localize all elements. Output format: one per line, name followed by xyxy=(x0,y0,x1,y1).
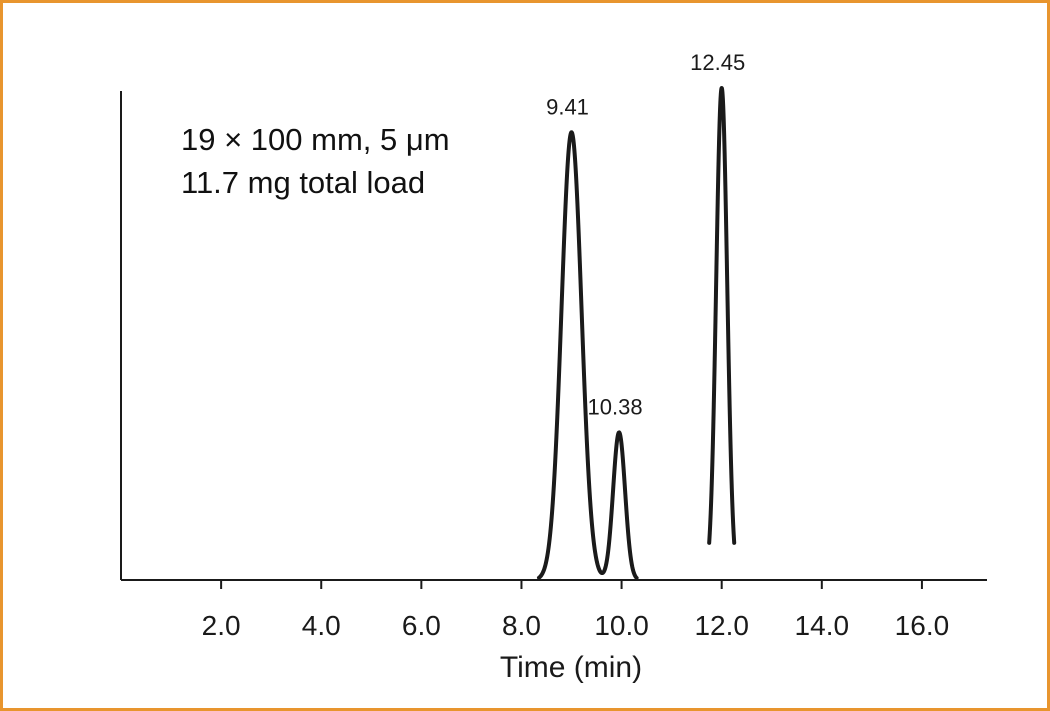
peak-label: 9.41 xyxy=(546,94,589,119)
x-tick-label: 8.0 xyxy=(502,610,541,641)
chromatogram-chart: 2.0 4.0 6.0 8.0 10.0 12.0 14.0 16.0 9.41 10.38 12… xyxy=(120,50,987,684)
chromatogram-trace xyxy=(536,86,737,580)
x-tick-label: 10.0 xyxy=(594,610,649,641)
x-tick-label: 12.0 xyxy=(694,610,749,641)
x-tick-label: 6.0 xyxy=(402,610,441,641)
x-tick-label: 4.0 xyxy=(302,610,341,641)
peak-label: 10.38 xyxy=(588,394,643,419)
x-axis-title: Time (min) xyxy=(500,651,642,684)
x-tick-label: 14.0 xyxy=(795,610,850,641)
column-spec-annotation: 19 × 100 mm, 5 μm xyxy=(181,122,450,157)
x-tick-label: 2.0 xyxy=(202,610,241,641)
peak-label: 12.45 xyxy=(690,50,745,75)
x-tick-label: 16.0 xyxy=(895,610,950,641)
load-annotation: 11.7 mg total load xyxy=(181,165,425,200)
